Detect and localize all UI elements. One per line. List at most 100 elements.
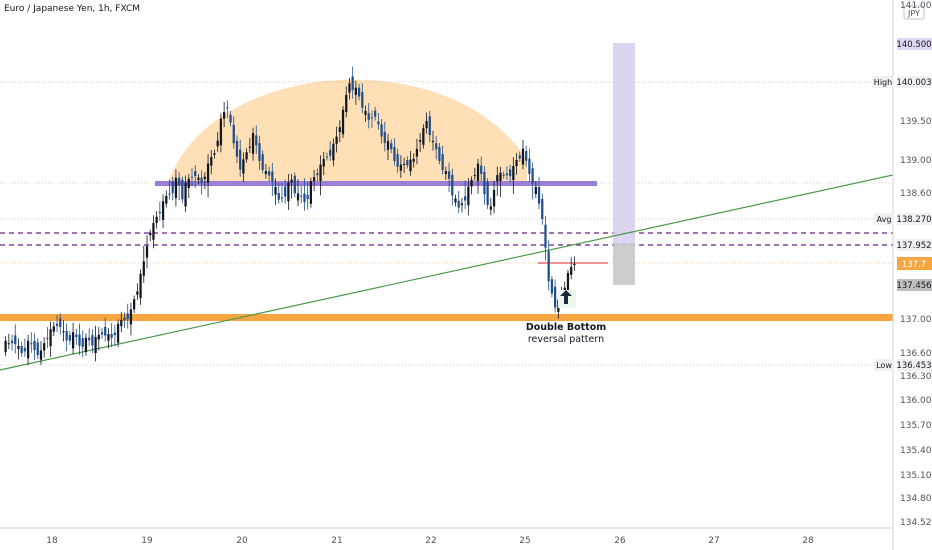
candle-body — [319, 164, 322, 182]
candle-body — [200, 177, 203, 183]
support-zone[interactable] — [0, 314, 893, 321]
candle-body — [155, 216, 158, 223]
candle-body — [521, 148, 525, 165]
up-arrow-icon — [560, 290, 572, 304]
candle-body — [46, 338, 49, 340]
candle-body — [480, 165, 483, 174]
candle-body — [97, 334, 100, 340]
candle-body — [20, 345, 23, 353]
candle-body — [309, 181, 313, 204]
candle-body — [393, 146, 396, 161]
candle-body — [544, 224, 547, 248]
candle-body — [566, 272, 570, 295]
y-tick-label: 134.800 — [900, 494, 932, 504]
candle-body — [528, 158, 531, 175]
candle-body — [197, 177, 200, 181]
candle-body — [152, 222, 155, 240]
candle-body — [10, 340, 14, 344]
avg-value-badge — [897, 213, 932, 225]
candle-body — [55, 323, 59, 327]
candle-body — [290, 179, 293, 183]
candle-body — [14, 335, 17, 345]
y-tick-label: 135.100 — [900, 471, 932, 481]
x-tick-label: 20 — [236, 536, 248, 546]
candle-body — [123, 317, 126, 321]
x-tick-label: 27 — [708, 536, 719, 546]
annotation-line2: reversal pattern — [528, 334, 604, 345]
candle-body — [251, 133, 255, 154]
x-tick-label: 18 — [46, 536, 58, 546]
candle-body — [239, 149, 242, 170]
candle-body — [65, 331, 68, 341]
candle-body — [158, 211, 161, 214]
candle-body — [258, 143, 261, 161]
neckline-bar[interactable] — [155, 181, 597, 186]
candle-body — [287, 182, 290, 202]
candle-body — [573, 263, 576, 266]
target-box[interactable] — [613, 43, 635, 243]
candle-body — [502, 174, 505, 176]
candle-body — [190, 176, 194, 178]
stop-box[interactable] — [613, 243, 635, 285]
candle-body — [505, 173, 509, 176]
candle-body — [248, 146, 251, 148]
candle-body — [168, 193, 171, 195]
chart-title: Euro / Japanese Yen, 1h, FXCM — [4, 4, 141, 14]
candle-body — [107, 334, 110, 341]
candle-body — [284, 186, 287, 197]
candle-body — [419, 140, 422, 142]
high-label-text: High — [874, 78, 892, 87]
candle-body — [17, 345, 20, 350]
level1-text: 137.952 — [896, 241, 931, 251]
candle-body — [75, 334, 78, 338]
candle-body — [23, 347, 27, 352]
trendline[interactable] — [0, 174, 894, 371]
candle-body — [345, 94, 348, 113]
candle-body — [68, 335, 72, 341]
candle-body — [435, 143, 438, 150]
candle-body — [113, 332, 116, 336]
candles-group[interactable] — [4, 66, 576, 366]
candle-body — [316, 173, 319, 176]
y-tick-label: 136.300 — [900, 372, 932, 382]
candle-body — [26, 340, 30, 359]
candle-body — [428, 116, 431, 136]
currency-badge[interactable] — [903, 5, 925, 20]
candle-body — [312, 177, 316, 182]
candle-body — [431, 140, 435, 143]
y-tick-label: 135.400 — [900, 446, 932, 456]
y-tick-label: 137.000 — [900, 315, 932, 325]
candle-body — [486, 181, 489, 206]
candle-body — [454, 198, 457, 203]
candle-body — [293, 175, 296, 194]
current-price-text: 137.7 — [902, 260, 926, 270]
low-value-badge — [897, 359, 932, 371]
candle-body — [332, 143, 335, 161]
candle-body — [84, 337, 88, 352]
candle-body — [271, 171, 274, 182]
candle-body — [303, 193, 306, 203]
avg-label-badge — [874, 213, 894, 225]
candle-body — [277, 193, 280, 200]
candle-body — [499, 172, 502, 182]
current-price-badge — [897, 257, 932, 270]
candle-body — [383, 131, 386, 143]
level1-badge — [897, 239, 932, 251]
candle-body — [377, 121, 380, 125]
candle-body — [242, 159, 245, 174]
candle-body — [537, 187, 541, 204]
candle-body — [161, 201, 165, 220]
candle-body — [139, 273, 142, 299]
candle-body — [525, 151, 528, 161]
candle-body — [457, 200, 460, 208]
candle-body — [390, 143, 393, 150]
candle-body — [126, 313, 129, 320]
candle-body — [322, 158, 325, 167]
candle-body — [110, 334, 113, 338]
candle-body — [460, 203, 464, 206]
candle-body — [341, 109, 345, 135]
target-price-badge — [897, 38, 932, 50]
candle-body — [409, 159, 412, 172]
